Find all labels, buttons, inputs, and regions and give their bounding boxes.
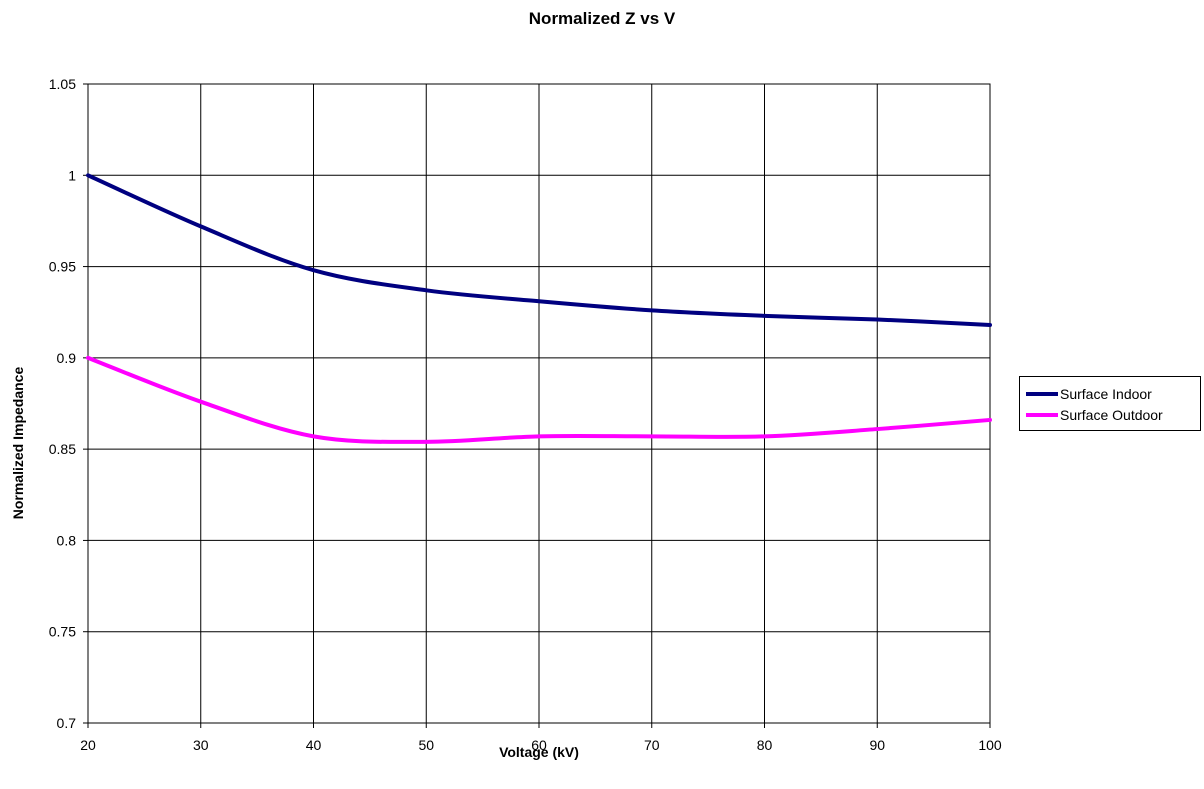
x-tick-label: 100 [978, 737, 1002, 753]
y-tick-label: 0.75 [49, 624, 76, 640]
legend-swatch-surface-outdoor [1026, 413, 1058, 417]
series-line-surface-outdoor [86, 355, 992, 444]
x-tick-label: 30 [193, 737, 209, 753]
x-tick-label: 40 [306, 737, 322, 753]
y-tick-label: 0.85 [49, 441, 76, 457]
legend-label-surface-indoor: Surface Indoor [1060, 386, 1152, 402]
y-tick-label: 1 [68, 167, 76, 183]
legend-item-surface-indoor: Surface Indoor [1026, 385, 1152, 403]
legend-swatch-surface-indoor [1026, 392, 1058, 396]
x-tick-label: 80 [757, 737, 773, 753]
y-tick-label: 1.05 [49, 76, 76, 92]
x-tick-label: 90 [869, 737, 885, 753]
y-tick-label: 0.7 [57, 715, 77, 731]
x-axis-label: Voltage (kV) [499, 744, 579, 760]
x-tick-label: 70 [644, 737, 660, 753]
y-axis-label: Normalized Impedance [10, 366, 26, 520]
chart-title: Normalized Z vs V [528, 9, 676, 28]
x-tick-label: 50 [418, 737, 434, 753]
x-tick-label: 20 [80, 737, 96, 753]
series-line-surface-indoor [86, 173, 992, 327]
legend: Surface Indoor Surface Outdoor [1019, 376, 1201, 431]
legend-label-surface-outdoor: Surface Outdoor [1060, 407, 1163, 423]
y-tick-label: 0.95 [49, 259, 76, 275]
y-tick-label: 0.9 [57, 350, 77, 366]
legend-item-surface-outdoor: Surface Outdoor [1026, 406, 1163, 424]
y-tick-label: 0.8 [57, 532, 77, 548]
x-tick-label: 60 [531, 737, 547, 753]
